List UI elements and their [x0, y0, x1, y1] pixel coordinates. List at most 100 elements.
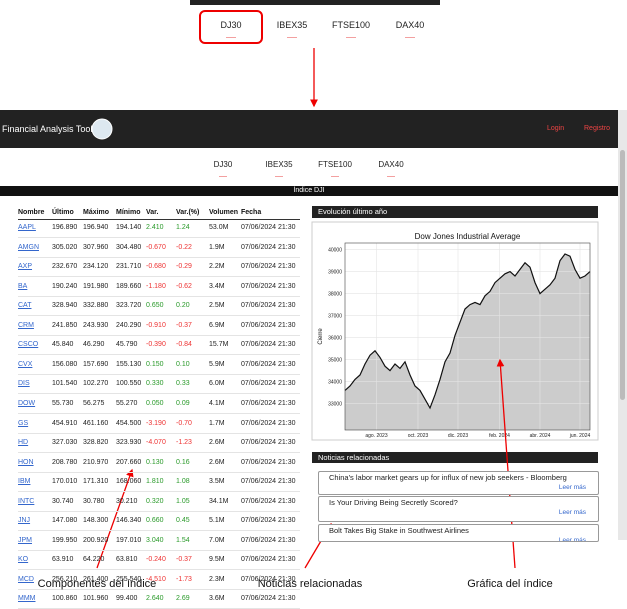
tab[interactable]: FTSE100 [318, 160, 352, 169]
row-rule [18, 393, 300, 395]
table-cell: 328.820 [83, 439, 109, 447]
ticker-link[interactable]: DIS [18, 380, 30, 388]
table-cell: 45.840 [52, 341, 74, 349]
column-header: Volumen [209, 209, 239, 216]
ticker-link[interactable]: CRM [18, 321, 34, 329]
row-rule [18, 569, 300, 571]
table-cell: -0.680 [146, 263, 166, 271]
table-cell: 07/06/2024 21:30 [241, 224, 296, 231]
column-header: Máximo [83, 209, 110, 216]
row-rule [18, 334, 300, 336]
row-rule [18, 510, 300, 512]
table-cell: 07/06/2024 21:30 [241, 302, 296, 310]
table-cell: 07/06/2024 21:30 [241, 517, 296, 525]
tab[interactable]: FTSE100 [331, 20, 371, 30]
ticker-link[interactable]: MCD [18, 575, 34, 583]
index-bar [0, 186, 618, 196]
table-cell: 07/06/2024 21:30 [241, 321, 296, 329]
ticker-link[interactable]: IBM [18, 478, 31, 486]
scrollbar [618, 110, 627, 540]
table-cell: 196.940 [83, 224, 109, 231]
table-cell: 0.650 [146, 302, 164, 310]
row-rule [18, 452, 300, 454]
ticker-link[interactable]: AXP [18, 263, 33, 271]
ticker-link[interactable]: JPM [18, 536, 32, 544]
table-cell: 07/06/2024 21:30 [241, 360, 296, 368]
ticker-link[interactable]: CSCO [18, 341, 39, 349]
register[interactable]: Registro [584, 125, 611, 132]
tab[interactable]: IBEX35 [276, 20, 308, 30]
row-rule [18, 588, 300, 590]
table-cell: 0.45 [176, 517, 190, 525]
table-cell: 4.1M [209, 399, 225, 407]
tab-underline [331, 176, 339, 177]
table-cell: 0.660 [146, 517, 164, 525]
table-cell: 210.970 [83, 458, 109, 466]
ticker-link[interactable]: MMM [18, 595, 36, 603]
table-cell: 1.05 [176, 497, 190, 505]
table-cell: 55.270 [116, 399, 138, 407]
news-title[interactable]: China's labor market gears up for influx… [329, 473, 567, 482]
table-cell: 100.860 [52, 595, 78, 603]
news-title[interactable]: Bolt Takes Big Stake in Southwest Airlin… [329, 526, 469, 535]
annotation: Gráfica del índice [467, 578, 553, 590]
table-cell: 3.040 [146, 536, 164, 544]
table-cell: 1.24 [176, 224, 190, 231]
table-cell: 0.330 [146, 380, 164, 388]
row-rule [18, 471, 300, 473]
read-more[interactable]: Leer más [558, 484, 586, 491]
read-more[interactable]: Leer más [558, 509, 586, 516]
table-cell: 328.940 [52, 302, 78, 310]
table-cell: 46.290 [83, 341, 105, 349]
table-cell: 199.950 [52, 536, 78, 544]
table-cell: 07/06/2024 21:30 [241, 243, 296, 251]
table-cell: 146.340 [116, 517, 142, 525]
tab[interactable]: DJ30 [213, 160, 233, 169]
y-tick-label: 38000 [328, 292, 342, 298]
tab-underline [346, 37, 356, 38]
ticker-link[interactable]: AMGN [18, 243, 39, 251]
ticker-link[interactable]: KO [18, 556, 29, 564]
table-cell: 0.09 [176, 399, 190, 407]
tab[interactable]: DJ30 [220, 20, 242, 30]
login[interactable]: Login [547, 125, 565, 132]
ticker-link[interactable]: HON [18, 458, 34, 466]
table-cell: 56.275 [83, 399, 105, 407]
ticker-link[interactable]: DOW [18, 399, 36, 407]
ticker-link[interactable]: CVX [18, 360, 33, 368]
ticker-link[interactable]: CAT [18, 302, 32, 310]
ticker-link[interactable]: JNJ [18, 517, 31, 525]
line [344, 253, 591, 410]
table-cell: 256.210 [52, 575, 78, 583]
table-cell: -0.22 [176, 243, 192, 251]
table-cell: 63.910 [52, 556, 74, 564]
ticker-link[interactable]: HD [18, 439, 29, 447]
table-cell: -0.670 [146, 243, 166, 251]
row-rule [18, 354, 300, 356]
ticker-link[interactable]: GS [18, 419, 29, 427]
table-cell: -0.84 [176, 341, 192, 349]
ticker-link[interactable]: BA [18, 282, 28, 290]
table-cell: 9.5M [209, 556, 225, 564]
tab[interactable]: IBEX35 [265, 160, 293, 169]
table-cell: 261.400 [83, 575, 109, 583]
x-tick-label: jun. 2024 [569, 433, 591, 439]
table-cell: 2.6M [209, 458, 225, 466]
tab[interactable]: DAX40 [395, 20, 425, 30]
news-title[interactable]: Is Your Driving Being Secretly Scored? [329, 498, 458, 507]
table-cell: 64.220 [83, 556, 105, 564]
news-heading: Noticias relacionadas [318, 453, 390, 462]
table-cell: 232.670 [52, 263, 78, 271]
table-cell: 6.9M [209, 321, 225, 329]
ticker-link[interactable]: INTC [18, 497, 35, 505]
table-cell: 07/06/2024 21:30 [241, 341, 296, 349]
tab[interactable]: DAX40 [378, 160, 404, 169]
read-more[interactable]: Leer más [558, 537, 586, 542]
row-rule [18, 432, 300, 434]
table-cell: 241.850 [52, 321, 78, 329]
table-cell: -0.910 [146, 321, 166, 329]
table-cell: 3.6M [209, 595, 225, 603]
table-cell: 101.540 [52, 380, 78, 388]
table-cell: 34.1M [209, 497, 229, 505]
ticker-link[interactable]: AAPL [18, 224, 36, 231]
